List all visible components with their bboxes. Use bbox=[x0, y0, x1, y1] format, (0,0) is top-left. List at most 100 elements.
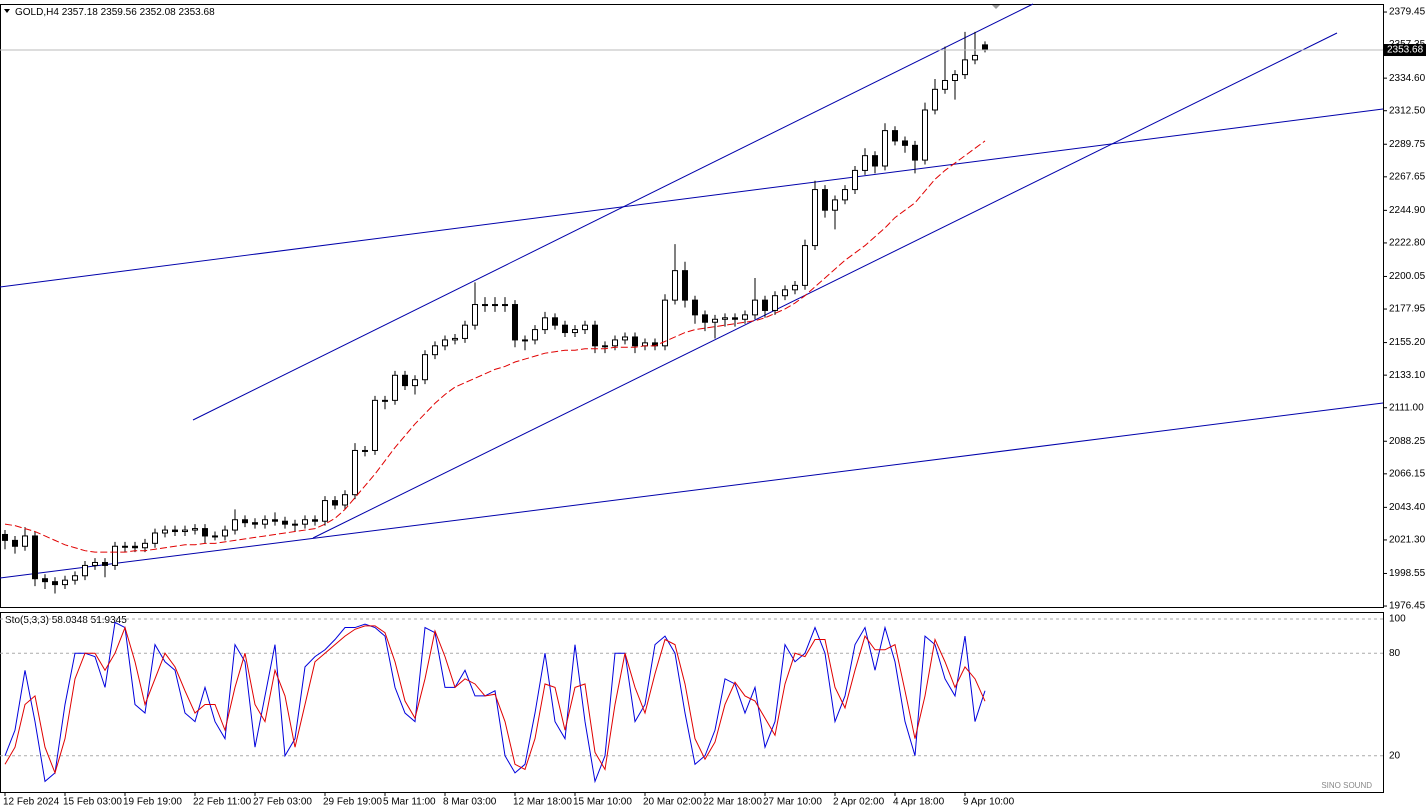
y-tick-label: 1998.55 bbox=[1389, 568, 1426, 579]
candle-body bbox=[832, 199, 838, 211]
candle-body bbox=[82, 564, 88, 577]
candle-body bbox=[342, 494, 348, 506]
candle-body bbox=[92, 561, 98, 566]
candle-body bbox=[12, 539, 18, 547]
candle-body bbox=[212, 535, 218, 538]
candle-body bbox=[482, 304, 488, 307]
x-tick-label: 15 Mar 10:00 bbox=[573, 797, 632, 808]
candle-body bbox=[622, 336, 628, 341]
candle-body bbox=[62, 579, 68, 586]
candle-body bbox=[692, 299, 698, 316]
candle-body bbox=[22, 535, 28, 547]
candle-body bbox=[132, 545, 138, 549]
candle-body bbox=[452, 337, 458, 341]
sub-panel-frame bbox=[0, 612, 1384, 793]
x-tick-label: 12 Feb 2024 bbox=[3, 797, 60, 808]
candle-body bbox=[542, 317, 548, 331]
candle-body bbox=[942, 79, 948, 90]
candle-body bbox=[632, 336, 638, 347]
main-value: 58.0348 bbox=[52, 615, 89, 626]
candle-body bbox=[722, 317, 728, 320]
candle-body bbox=[302, 519, 308, 525]
candle-body bbox=[852, 169, 858, 191]
candle-body bbox=[252, 522, 258, 525]
y-tick-label: 2066.15 bbox=[1389, 468, 1426, 479]
candle-body bbox=[112, 545, 118, 566]
candle-body bbox=[922, 109, 928, 161]
candle-body bbox=[682, 270, 688, 301]
candle-body bbox=[172, 529, 178, 533]
candle-body bbox=[52, 581, 58, 586]
candle-body bbox=[322, 500, 328, 522]
candle-body bbox=[32, 535, 38, 580]
candle-body bbox=[522, 339, 528, 342]
candle-body bbox=[712, 318, 718, 323]
candle-body bbox=[962, 59, 968, 76]
x-tick-label: 22 Mar 18:00 bbox=[703, 797, 762, 808]
y-tick-label: 2200.05 bbox=[1389, 271, 1426, 282]
high-value: 2359.56 bbox=[101, 7, 138, 18]
candle-body bbox=[202, 528, 208, 537]
candle-body bbox=[752, 299, 758, 316]
candle-body bbox=[402, 374, 408, 387]
y-tick-label: 100 bbox=[1389, 614, 1406, 625]
x-tick-label: 2 Apr 02:00 bbox=[833, 797, 885, 808]
x-tick-label: 29 Feb 19:00 bbox=[323, 797, 382, 808]
trendline bbox=[0, 402, 1384, 579]
candle-body bbox=[862, 155, 868, 171]
candle-body bbox=[432, 345, 438, 356]
candle-body bbox=[952, 74, 958, 81]
y-tick-label: 2379.45 bbox=[1389, 7, 1426, 18]
candle-body bbox=[42, 578, 48, 583]
stochastic-line bbox=[4, 621, 986, 784]
price-label-box bbox=[1384, 44, 1426, 57]
candle-body bbox=[612, 339, 618, 347]
y-tick-label: 2111.00 bbox=[1389, 402, 1424, 413]
x-tick-label: 5 Mar 11:00 bbox=[383, 797, 436, 808]
trendline bbox=[0, 108, 1384, 288]
price-label: 2353.68 bbox=[1387, 45, 1424, 56]
y-tick-label: 2312.50 bbox=[1389, 105, 1426, 116]
y-tick-label: 2244.90 bbox=[1389, 205, 1426, 216]
candle-body bbox=[762, 299, 768, 311]
shift-marker bbox=[992, 5, 1000, 9]
candle-body bbox=[222, 529, 228, 537]
candle-body bbox=[502, 304, 508, 307]
low-value: 2352.08 bbox=[140, 7, 177, 18]
candle-body bbox=[912, 144, 918, 161]
candle-body bbox=[602, 345, 608, 348]
y-tick-label: 2088.25 bbox=[1389, 436, 1426, 447]
main-panel-frame bbox=[0, 4, 1384, 608]
candle-body bbox=[982, 44, 988, 51]
candle-body bbox=[362, 449, 368, 452]
y-tick-label: 2133.10 bbox=[1389, 370, 1426, 381]
candle-body bbox=[292, 523, 298, 526]
candle-body bbox=[242, 519, 248, 524]
candle-body bbox=[72, 575, 78, 581]
candle-body bbox=[972, 54, 978, 61]
candle-body bbox=[312, 519, 318, 522]
candle-body bbox=[732, 317, 738, 320]
candle-body bbox=[2, 533, 8, 541]
x-tick-label: 27 Mar 10:00 bbox=[763, 797, 822, 808]
candle-body bbox=[512, 304, 518, 341]
candle-body bbox=[932, 88, 938, 111]
candle-body bbox=[782, 289, 788, 297]
candle-body bbox=[152, 532, 158, 544]
indicator-header: Sto(5,3,3) 58.0348 51.9345 bbox=[5, 615, 127, 626]
open-value: 2357.18 bbox=[62, 7, 99, 18]
candle-body bbox=[582, 324, 588, 331]
candle-body bbox=[412, 379, 418, 387]
candle-body bbox=[462, 324, 468, 339]
candle-body bbox=[332, 500, 338, 506]
y-tick-label: 2155.20 bbox=[1389, 337, 1426, 348]
candle-body bbox=[772, 295, 778, 311]
indicator-title: Sto(5,3,3) bbox=[5, 615, 49, 626]
candle-body bbox=[102, 561, 108, 566]
y-tick-label: 2043.40 bbox=[1389, 502, 1426, 513]
close-value: 2353.68 bbox=[179, 7, 216, 18]
candle-body bbox=[422, 354, 428, 381]
y-tick-label: 2177.95 bbox=[1389, 304, 1426, 315]
x-tick-label: 20 Mar 02:00 bbox=[643, 797, 702, 808]
